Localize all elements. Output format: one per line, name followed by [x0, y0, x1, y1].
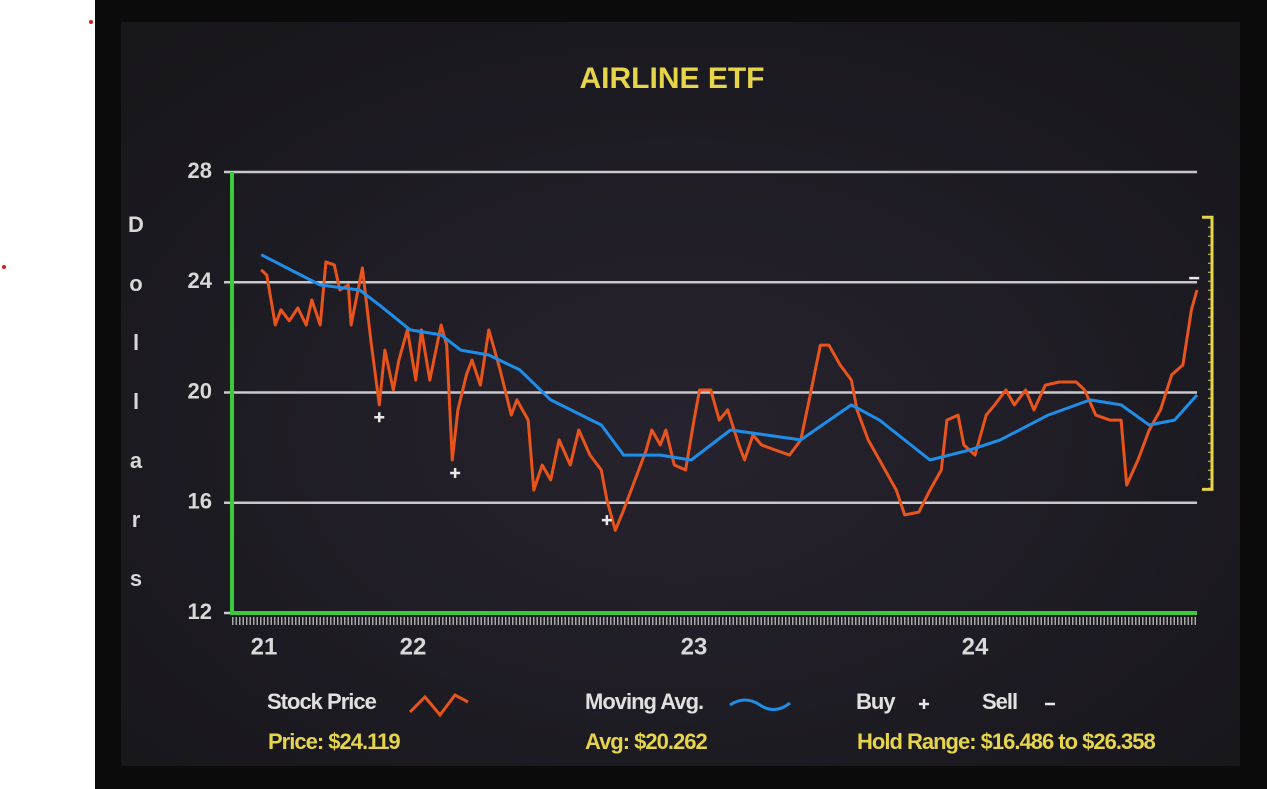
- buy-marker: [601, 515, 612, 526]
- series-line: [260, 260, 1199, 532]
- y-tick-label: 28: [188, 158, 212, 183]
- hold-range-readout: Hold Range: $16.486 to $26.358: [857, 729, 1155, 754]
- x-tick-label: 21: [251, 633, 278, 660]
- y-tick-label: 16: [188, 489, 212, 514]
- series-line: [260, 253, 1199, 462]
- dot: [2, 265, 6, 269]
- legend-swatch: [919, 699, 929, 709]
- screen: [121, 22, 1240, 766]
- legend-label: Sell: [982, 689, 1017, 714]
- legend-label: Stock Price: [267, 689, 377, 714]
- buy-marker: [374, 412, 385, 423]
- legend-label: Moving Avg.: [585, 689, 703, 714]
- x-tick-label: 23: [681, 633, 708, 660]
- chart-title: AIRLINE ETF: [580, 62, 765, 95]
- avg-readout: Avg: $20.262: [585, 729, 707, 754]
- legend-label: Buy: [856, 689, 896, 714]
- y-tick-label: 20: [188, 378, 212, 403]
- buy-marker: [450, 467, 461, 478]
- price-readout: Price: $24.119: [268, 729, 400, 754]
- x-tick-label: 24: [962, 633, 989, 660]
- legend-swatch: [729, 698, 791, 711]
- dot: [89, 20, 93, 24]
- y-tick-label: 24: [188, 268, 213, 293]
- x-tick-label: 22: [400, 633, 427, 660]
- legend-swatch: [408, 693, 469, 718]
- y-tick-label: 12: [188, 599, 212, 624]
